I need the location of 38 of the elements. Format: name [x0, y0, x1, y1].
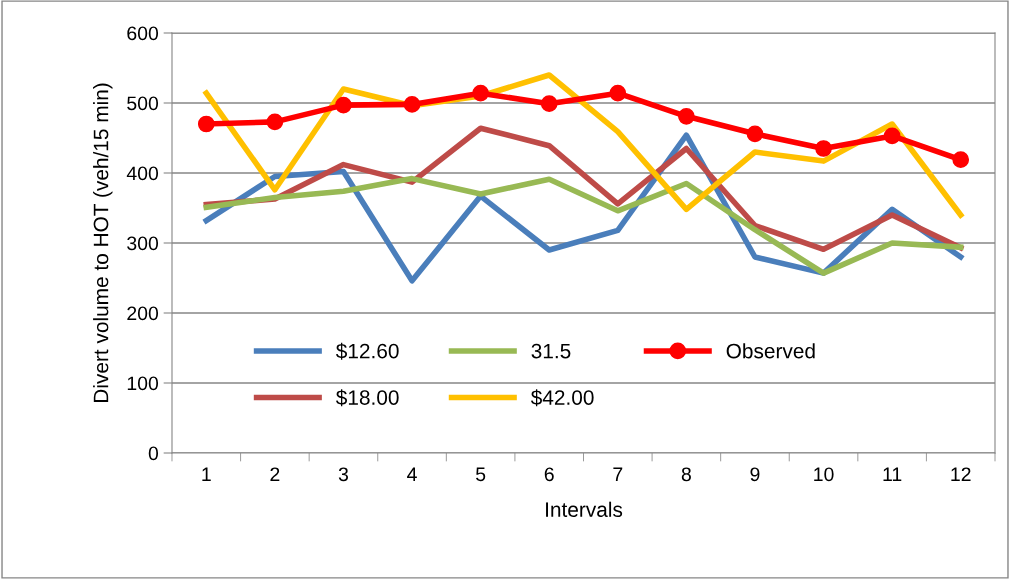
point [472, 84, 489, 102]
y-tick-label: 300 [127, 236, 159, 251]
legend-label: Observed [726, 343, 815, 359]
x-axis-title: Intervals [546, 501, 623, 517]
point [197, 115, 215, 133]
y-tick-label: 200 [127, 306, 159, 321]
point [815, 140, 832, 157]
x-tick-label: 9 [750, 467, 760, 482]
point [266, 113, 284, 131]
point [403, 96, 421, 113]
x-tick-label: 12 [951, 467, 971, 481]
point [609, 84, 627, 102]
x-tick-label: 10 [814, 467, 834, 482]
point [540, 95, 558, 113]
y-tick-label: 100 [127, 376, 159, 391]
x-tick-label: 7 [613, 467, 623, 481]
y-tick-label: 0 [148, 446, 159, 461]
point [678, 107, 695, 125]
x-tick-label: 4 [407, 467, 417, 481]
x-tick-label: 8 [681, 467, 691, 482]
legend-label: $18.00 [335, 389, 399, 407]
y-axis-title: Divert volume to HOT (veh/15 min) [93, 83, 113, 403]
x-tick-label: 3 [338, 467, 349, 482]
point [335, 96, 352, 114]
y-tick-label: 500 [127, 96, 159, 111]
y-tick-label: 400 [126, 166, 159, 181]
x-tick-label: 5 [476, 467, 486, 482]
x-tick-label: 6 [544, 467, 554, 482]
x-tick-label: 11 [883, 467, 902, 481]
y-tick-label: 600 [127, 26, 159, 41]
legend-label: $42.00 [530, 389, 594, 407]
point [746, 125, 764, 143]
point [883, 127, 901, 145]
legend-label: $12.60 [335, 342, 399, 360]
x-tick-label: 1 [202, 467, 211, 481]
point [952, 151, 970, 169]
x-tick-label: 2 [270, 467, 280, 481]
legend-label: 31.5 [531, 343, 571, 359]
